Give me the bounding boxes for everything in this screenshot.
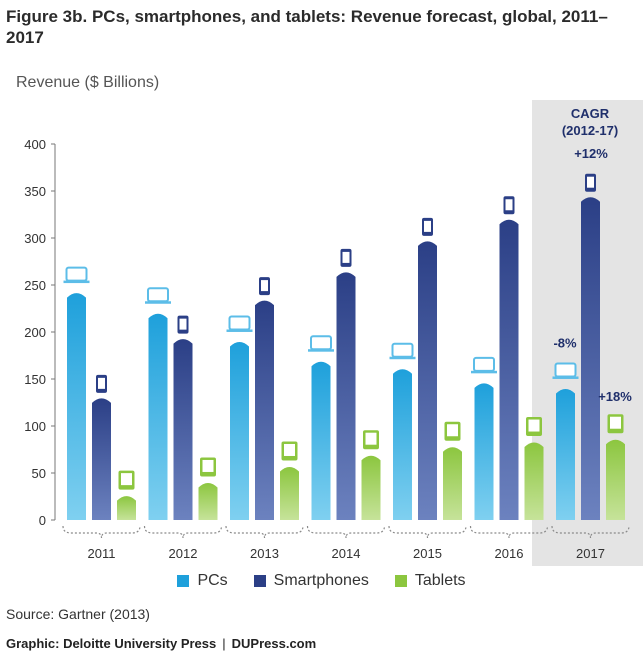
bar-smartphones-2016 (499, 219, 519, 520)
y-axis-label: Revenue ($ Billions) (16, 74, 160, 91)
y-tick-label: 0 (39, 513, 46, 528)
laptop-icon (226, 329, 253, 332)
group-brace (62, 525, 141, 539)
cagr-tablets-label: +18% (598, 389, 632, 404)
x-tick-label: 2015 (413, 546, 442, 561)
bar-tablets-2012 (198, 482, 218, 520)
group-brace (225, 525, 304, 539)
bar-smartphones-2017 (581, 197, 600, 520)
legend: PCs Smartphones Tablets (0, 572, 643, 590)
laptop-icon (65, 266, 88, 282)
tablet-icon (610, 416, 621, 429)
tablet-icon (528, 419, 540, 432)
tablet-icon (202, 459, 214, 472)
legend-swatch-tablets (394, 575, 407, 587)
legend-item-pcs: PCs (177, 572, 228, 590)
bar-pcs-2013 (230, 341, 249, 520)
laptop-icon (145, 301, 171, 304)
cagr-period: (2012-17) (562, 123, 618, 138)
laptop-icon (310, 335, 332, 351)
bar-smartphones-2015 (418, 241, 437, 520)
x-tick-label: 2011 (88, 546, 116, 561)
tablet-icon (284, 443, 295, 456)
bar-tablets-2017 (606, 439, 625, 520)
laptop-icon (391, 342, 414, 358)
x-tick-label: 2016 (495, 546, 524, 561)
legend-swatch-smartphones (253, 575, 266, 587)
bar-pcs-2017 (556, 388, 575, 520)
x-tick-label: 2012 (169, 546, 198, 561)
laptop-icon (554, 362, 577, 378)
smartphone-icon (342, 251, 350, 263)
cagr-title: CAGR (571, 106, 610, 121)
smartphone-icon (179, 318, 187, 330)
tablet-icon (365, 432, 377, 445)
laptop-icon (147, 287, 169, 303)
bar-smartphones-2013 (255, 300, 274, 520)
smartphone-icon (261, 280, 268, 292)
bar-chart: 0 50 100 150 200 250 300 350 400 2011 2012 2013 2014… (24, 100, 643, 566)
y-tick-label: 50 (32, 466, 46, 481)
y-tick-label: 200 (24, 325, 46, 340)
group-brace (388, 525, 467, 539)
legend-swatch-pcs (177, 575, 190, 587)
group-brace (143, 525, 223, 539)
bar-tablets-2015 (443, 447, 462, 520)
group-brace (306, 525, 386, 539)
bar-pcs-2012 (148, 313, 168, 520)
group-brace (551, 525, 630, 539)
legend-item-smartphones: Smartphones (253, 572, 369, 590)
bar-tablets-2011 (117, 496, 136, 520)
bar-pcs-2014 (311, 361, 331, 520)
laptop-icon (228, 315, 251, 331)
bar-pcs-2016 (474, 383, 494, 520)
laptop-icon (308, 349, 334, 352)
y-tick-label: 350 (24, 184, 46, 199)
bar-tablets-2013 (280, 466, 299, 520)
legend-label-tablets: Tablets (414, 572, 466, 589)
chart-title: Figure 3b. PCs, smartphones, and tablets… (6, 7, 608, 47)
bar-tablets-2014 (361, 455, 381, 520)
laptop-icon (471, 370, 497, 374)
tablet-icon (447, 424, 458, 437)
x-tick-label: 2017 (576, 546, 605, 561)
laptop-icon (389, 356, 416, 360)
bar-smartphones-2014 (336, 272, 356, 520)
credit-website: DUPress.com (231, 636, 317, 651)
cagr-pcs-label: -8% (553, 335, 577, 350)
credit-publisher: Graphic: Deloitte University Press (6, 636, 217, 651)
legend-label-smartphones: Smartphones (273, 572, 369, 589)
group-brace (469, 525, 549, 539)
credit-line: Graphic: Deloitte University Press | DUPre… (6, 636, 316, 651)
bar-smartphones-2012 (173, 339, 193, 520)
cagr-smartphones-label: +12% (574, 146, 608, 161)
y-tick-label: 400 (24, 137, 46, 152)
legend-label-pcs: PCs (197, 572, 228, 589)
bar-smartphones-2011 (92, 398, 111, 520)
x-tick-label: 2014 (332, 546, 361, 561)
legend-item-tablets: Tablets (394, 572, 466, 590)
laptop-icon (552, 376, 579, 379)
y-tick-label: 250 (24, 278, 46, 293)
bar-pcs-2011 (67, 293, 86, 520)
laptop-icon (63, 280, 90, 284)
source-note: Source: Gartner (2013) (6, 606, 150, 622)
smartphone-icon (424, 220, 431, 232)
x-tick-label: 2013 (250, 546, 279, 561)
y-tick-label: 150 (24, 372, 46, 387)
smartphone-icon (505, 199, 513, 211)
smartphone-icon (98, 377, 105, 389)
credit-separator: | (222, 636, 226, 651)
bar-pcs-2015 (393, 369, 412, 520)
y-tick-label: 100 (24, 419, 46, 434)
tablet-icon (121, 473, 132, 486)
bar-tablets-2016 (524, 442, 544, 520)
laptop-icon (473, 356, 495, 372)
smartphone-icon (587, 176, 594, 188)
y-tick-label: 300 (24, 231, 46, 246)
